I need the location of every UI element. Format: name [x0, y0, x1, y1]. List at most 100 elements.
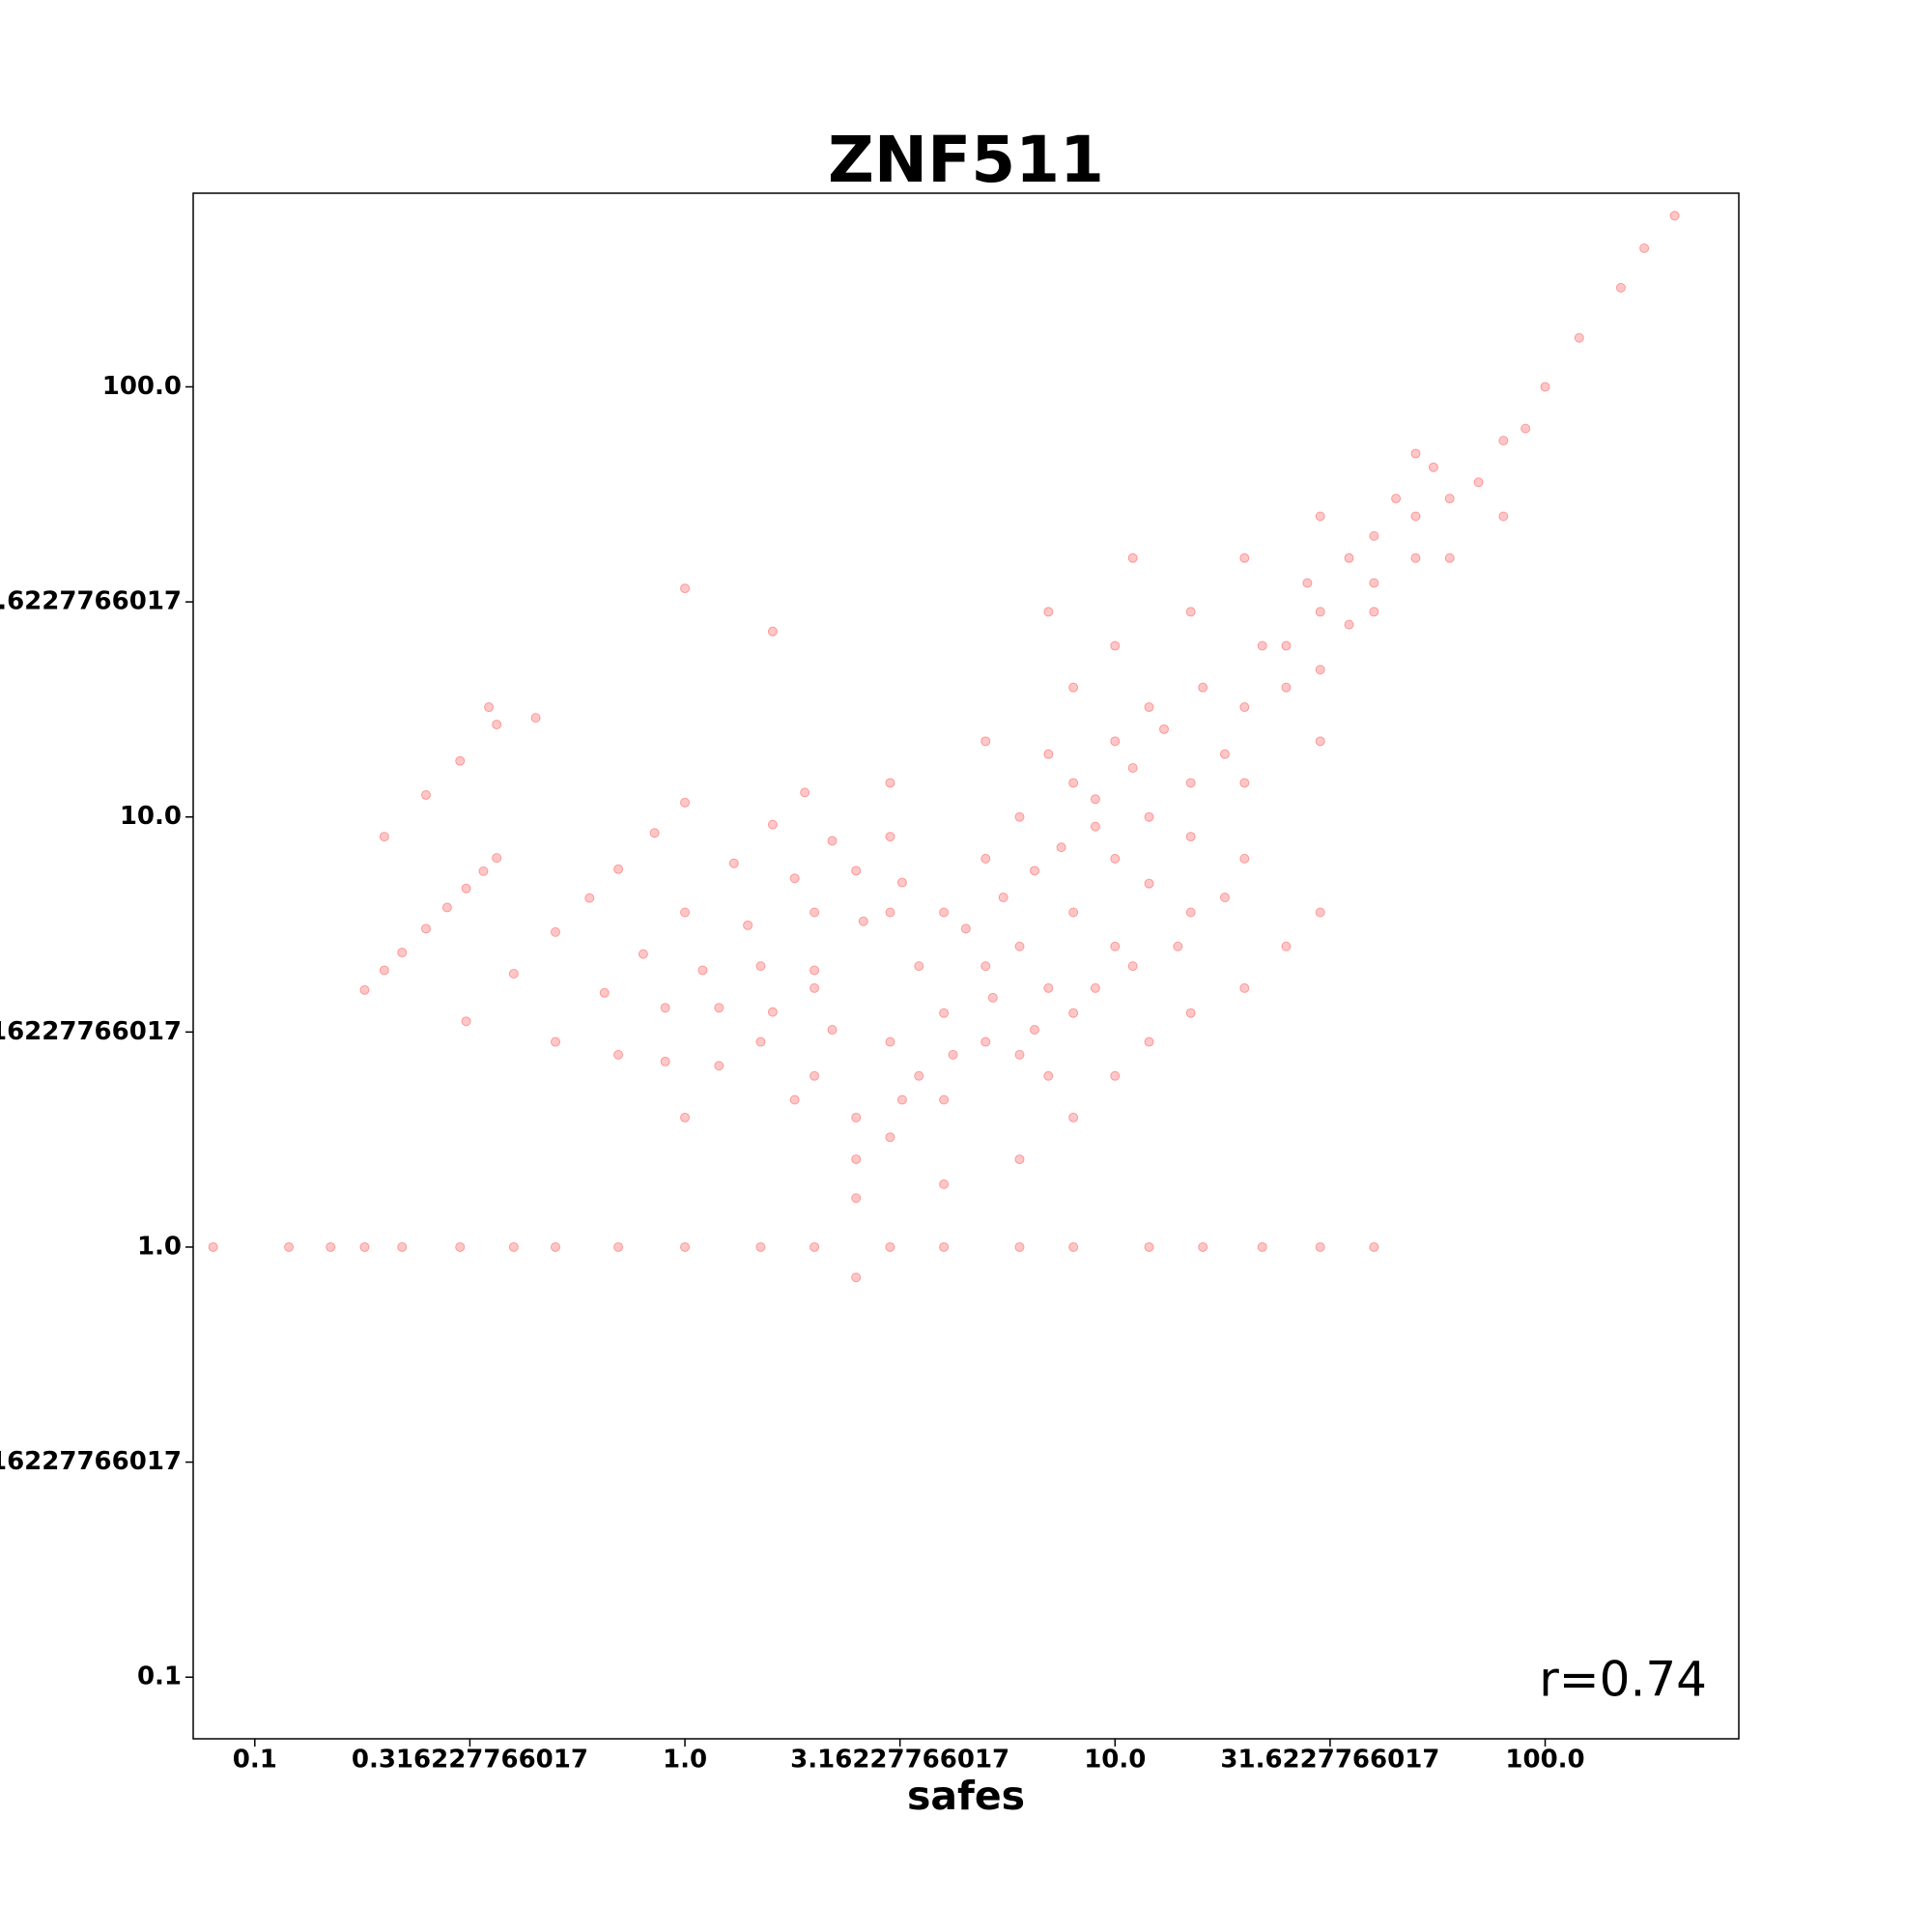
- point: [767, 819, 778, 830]
- chart-title: ZNF511: [828, 123, 1104, 197]
- point: [379, 832, 389, 842]
- point: [326, 1241, 336, 1252]
- point: [1315, 607, 1325, 617]
- point: [810, 1241, 820, 1252]
- point: [1315, 511, 1325, 522]
- point: [551, 1241, 561, 1252]
- point: [660, 1056, 670, 1066]
- point: [1144, 878, 1154, 889]
- point: [649, 828, 660, 838]
- point: [827, 836, 838, 846]
- point: [1315, 907, 1325, 918]
- point: [1043, 982, 1054, 993]
- point: [1444, 494, 1455, 504]
- point: [638, 949, 648, 959]
- point: [1014, 811, 1025, 822]
- point: [1281, 682, 1292, 693]
- point: [980, 961, 991, 972]
- point: [420, 923, 431, 934]
- point: [1056, 842, 1066, 853]
- point: [789, 873, 800, 884]
- y-tick-label: 0.316227766017: [0, 1447, 182, 1476]
- point: [1068, 1008, 1079, 1018]
- point: [1369, 578, 1379, 588]
- y-tick-label: 3.16227766017: [0, 1017, 182, 1046]
- point: [998, 893, 1009, 903]
- point: [755, 1241, 766, 1252]
- point: [1110, 640, 1121, 651]
- point: [680, 907, 691, 918]
- point: [714, 1061, 724, 1071]
- y-tick-label: 10.0: [120, 802, 182, 831]
- point: [1144, 702, 1154, 713]
- point: [492, 720, 502, 730]
- point: [508, 1241, 519, 1252]
- y-tick-label: 1.0: [137, 1232, 182, 1261]
- point: [461, 883, 471, 894]
- point: [660, 1003, 670, 1013]
- point: [743, 920, 753, 930]
- point: [1090, 982, 1100, 993]
- point: [455, 755, 466, 766]
- point: [810, 965, 820, 976]
- point: [1043, 607, 1054, 617]
- point: [1669, 211, 1680, 221]
- x-tick-label: 3.16227766017: [790, 1746, 1009, 1775]
- y-tick-label: 31.6227766017: [0, 587, 182, 616]
- point: [1444, 553, 1455, 563]
- point: [885, 778, 895, 788]
- point: [1302, 578, 1313, 588]
- point: [397, 948, 408, 958]
- point: [939, 1094, 950, 1105]
- point: [1615, 282, 1626, 293]
- point: [1639, 243, 1650, 254]
- x-tick-label: 10.0: [1084, 1746, 1146, 1775]
- point: [885, 1132, 895, 1143]
- point: [851, 1112, 862, 1122]
- x-axis-label: safes: [907, 1773, 1025, 1819]
- point: [613, 1241, 624, 1252]
- point: [1185, 1008, 1196, 1018]
- point: [359, 1241, 370, 1252]
- point: [896, 1094, 907, 1105]
- point: [697, 965, 708, 976]
- point: [613, 1049, 624, 1060]
- point: [980, 853, 991, 864]
- point: [441, 902, 452, 913]
- point: [1315, 736, 1325, 747]
- point: [755, 1037, 766, 1047]
- points: [208, 211, 1680, 1283]
- point: [1410, 448, 1421, 459]
- point: [1144, 1241, 1154, 1252]
- point: [1369, 607, 1379, 617]
- x-tick-label: 31.6227766017: [1220, 1746, 1439, 1775]
- point: [284, 1241, 295, 1252]
- point: [851, 1154, 862, 1165]
- point: [800, 787, 810, 798]
- point: [939, 1241, 950, 1252]
- y-tick-label: 0.1: [137, 1662, 182, 1691]
- annotation: r=0.74: [1539, 1652, 1707, 1708]
- point: [613, 864, 624, 874]
- point: [1127, 961, 1138, 972]
- point: [1410, 511, 1421, 522]
- point: [827, 1025, 838, 1036]
- point: [714, 1003, 724, 1013]
- point: [599, 987, 610, 998]
- point: [1068, 907, 1079, 918]
- point: [1090, 794, 1100, 805]
- point: [359, 984, 370, 995]
- point: [939, 1008, 950, 1018]
- point: [1239, 553, 1250, 563]
- point: [939, 907, 950, 918]
- point: [584, 893, 595, 903]
- point: [1014, 1049, 1025, 1060]
- point: [1068, 778, 1079, 788]
- point: [1219, 893, 1230, 903]
- point: [810, 907, 820, 918]
- point: [492, 853, 502, 864]
- point: [858, 916, 868, 926]
- point: [1281, 640, 1292, 651]
- point: [1144, 1037, 1154, 1047]
